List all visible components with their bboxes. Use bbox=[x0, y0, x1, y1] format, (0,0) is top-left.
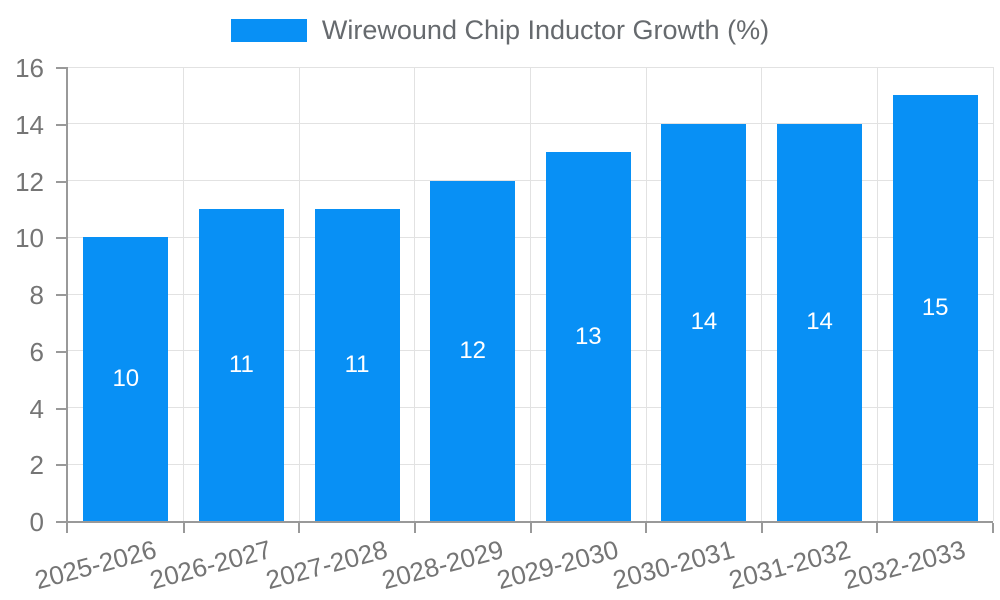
legend-label: Wirewound Chip Inductor Growth (%) bbox=[321, 15, 770, 45]
bar[interactable]: 15 bbox=[892, 95, 978, 521]
legend-swatch bbox=[230, 19, 307, 42]
bar[interactable]: 10 bbox=[83, 237, 169, 521]
bar[interactable]: 12 bbox=[430, 180, 516, 521]
y-axis-tick-label: 12 bbox=[15, 166, 44, 197]
legend[interactable]: Wirewound Chip Inductor Growth (%) bbox=[0, 17, 1000, 44]
y-axis-tick bbox=[56, 237, 66, 240]
v-gridline bbox=[414, 67, 416, 521]
bar-value-label: 13 bbox=[574, 322, 602, 350]
y-axis-tick bbox=[56, 350, 66, 353]
y-axis-tick-label: 14 bbox=[15, 109, 44, 140]
x-axis-tick bbox=[876, 523, 879, 533]
bar[interactable]: 13 bbox=[545, 152, 631, 521]
y-axis-tick-label: 8 bbox=[29, 280, 44, 310]
v-gridline bbox=[992, 67, 994, 521]
v-gridline bbox=[876, 67, 878, 521]
y-axis-tick-label: 4 bbox=[29, 393, 44, 424]
bar-value-label: 11 bbox=[228, 350, 254, 378]
v-gridline bbox=[298, 67, 300, 521]
bar-value-label: 10 bbox=[112, 365, 140, 393]
y-axis-tick-label: 10 bbox=[15, 223, 44, 254]
x-axis-tick bbox=[182, 523, 185, 533]
bar[interactable]: 11 bbox=[198, 208, 284, 521]
x-axis-tick bbox=[992, 523, 994, 533]
x-axis-tick bbox=[298, 523, 301, 533]
y-axis-tick bbox=[56, 407, 66, 410]
y-axis-tick bbox=[56, 294, 66, 296]
y-axis-tick bbox=[56, 464, 66, 467]
y-axis-tick-label: 16 bbox=[15, 53, 44, 83]
x-axis-line bbox=[66, 521, 993, 523]
bar-value-label: 11 bbox=[344, 350, 370, 378]
y-axis-tick bbox=[56, 180, 66, 183]
bar[interactable]: 14 bbox=[777, 123, 863, 521]
v-gridline bbox=[761, 67, 763, 521]
y-axis-tick bbox=[56, 123, 66, 126]
v-gridline bbox=[183, 67, 185, 521]
bar-value-label: 12 bbox=[459, 336, 487, 364]
v-gridline bbox=[530, 67, 531, 521]
y-axis-tick-label: 6 bbox=[29, 336, 44, 367]
x-axis-tick bbox=[645, 523, 648, 533]
x-axis-tick bbox=[760, 523, 763, 533]
y-axis-line bbox=[66, 67, 68, 523]
y-axis-tick-label: 0 bbox=[29, 507, 44, 537]
y-axis-tick-label: 2 bbox=[29, 450, 44, 481]
bar-value-label: 14 bbox=[690, 308, 718, 336]
x-axis-tick bbox=[413, 523, 416, 533]
x-axis-tick bbox=[529, 523, 532, 533]
x-axis-tick bbox=[66, 523, 68, 533]
bar[interactable]: 11 bbox=[314, 208, 400, 521]
bar-value-label: 15 bbox=[921, 294, 949, 322]
v-gridline bbox=[645, 67, 647, 521]
y-axis-tick bbox=[56, 67, 66, 69]
y-axis-tick bbox=[56, 521, 66, 523]
bar-value-label: 14 bbox=[806, 308, 833, 336]
bar[interactable]: 14 bbox=[661, 123, 747, 521]
